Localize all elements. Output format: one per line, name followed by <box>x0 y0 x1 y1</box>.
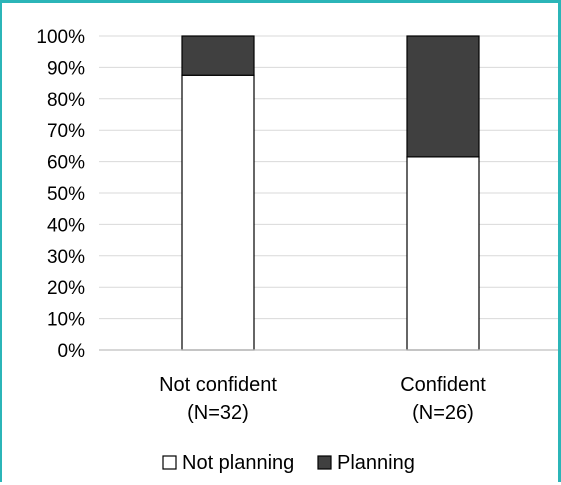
gridlines <box>99 35 558 320</box>
stacked-bar-chart: 0% 10% 20% 30% 40% 50% 60% 70% 80% 90% 100% Not co… <box>36 27 558 474</box>
x-category-label: Confident <box>400 374 486 396</box>
x-category-label: Not confident <box>159 374 277 396</box>
y-tick-label: 30% <box>47 247 85 268</box>
x-category-label: (N=26) <box>412 402 474 424</box>
bar-segment-not-planning <box>406 156 480 351</box>
y-tick-label: 50% <box>47 184 85 205</box>
bar-segment-planning <box>406 35 480 158</box>
legend-swatch <box>317 455 332 470</box>
y-tick-label: 70% <box>47 121 85 142</box>
legend: Not planning Planning <box>162 452 415 474</box>
legend-label: Planning <box>337 452 415 474</box>
y-tick-label: 100% <box>36 27 85 48</box>
x-category-label: (N=32) <box>187 402 249 424</box>
y-tick-label: 20% <box>47 278 85 299</box>
legend-swatch <box>162 455 177 470</box>
y-tick-label: 10% <box>47 310 85 331</box>
y-tick-label: 0% <box>58 341 86 362</box>
y-tick-label: 90% <box>47 58 85 79</box>
x-axis-category-labels: Not confident (N=32) Confident (N=26) <box>159 374 486 424</box>
y-tick-label: 60% <box>47 153 85 174</box>
bar-segment-planning <box>181 35 255 76</box>
legend-label: Not planning <box>182 452 294 474</box>
bar-segment-not-planning <box>181 74 255 351</box>
y-tick-label: 80% <box>47 90 85 111</box>
y-tick-label: 40% <box>47 215 85 236</box>
y-axis-tick-labels: 0% 10% 20% 30% 40% 50% 60% 70% 80% 90% 100% <box>36 27 85 362</box>
